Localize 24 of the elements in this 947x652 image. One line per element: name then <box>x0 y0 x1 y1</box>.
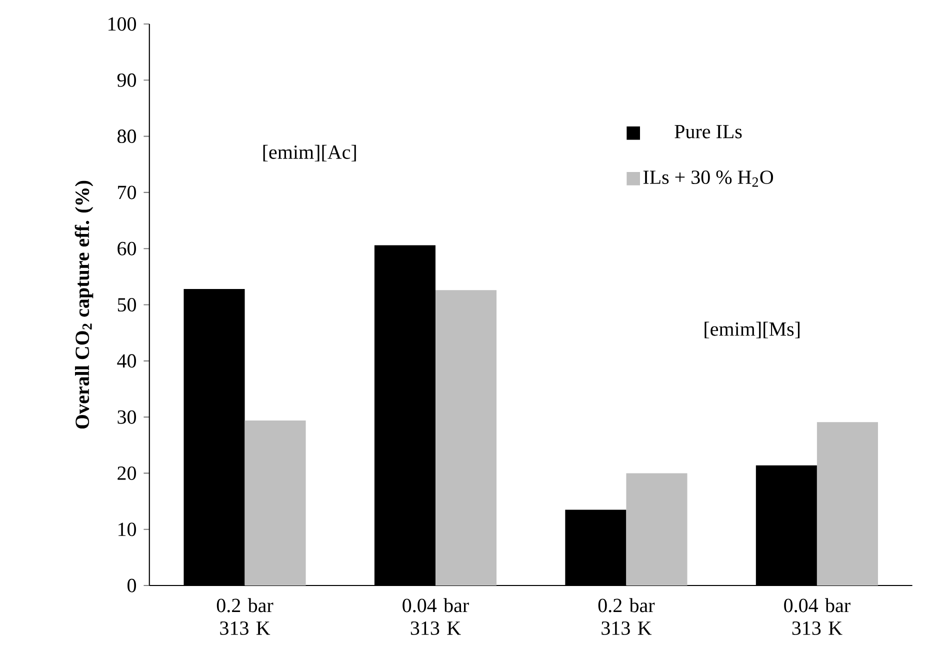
x-tick-label: 0.2 bar 313 K <box>216 598 274 635</box>
y-tick-label: 80 <box>118 129 136 143</box>
annotation: [emim][Ms] <box>704 322 800 338</box>
bar <box>816 422 878 586</box>
legend-label: Pure ILs <box>674 124 742 138</box>
y-tick-label: 20 <box>118 466 136 480</box>
y-tick-label: 30 <box>118 410 136 424</box>
y-tick-label: 40 <box>117 354 136 368</box>
x-tick-label: 0.04 bar 313 K <box>784 598 850 635</box>
y-tick-label: 0 <box>128 578 136 592</box>
bar <box>435 290 497 586</box>
y-tick-label: 50 <box>118 298 136 312</box>
bar <box>626 473 688 586</box>
x-tick-label: 0.2 bar 313 K <box>598 598 655 635</box>
y-tick-label: 10 <box>118 522 136 536</box>
y-tick-label: 100 <box>108 17 136 31</box>
y-axis-title: Overall CO$_{2}$ capture eff. (%) <box>74 180 94 428</box>
x-tick-label: 0.04 bar 313 K <box>402 598 469 635</box>
y-tick-label: 70 <box>118 186 136 200</box>
y-tick-label: 60 <box>118 242 136 256</box>
legend-label: ILs + 30 % H$_{2}$O <box>643 170 774 187</box>
annotation: [emim][Ac] <box>263 144 356 162</box>
bar <box>244 420 306 586</box>
y-tick-label: 90 <box>117 73 136 87</box>
